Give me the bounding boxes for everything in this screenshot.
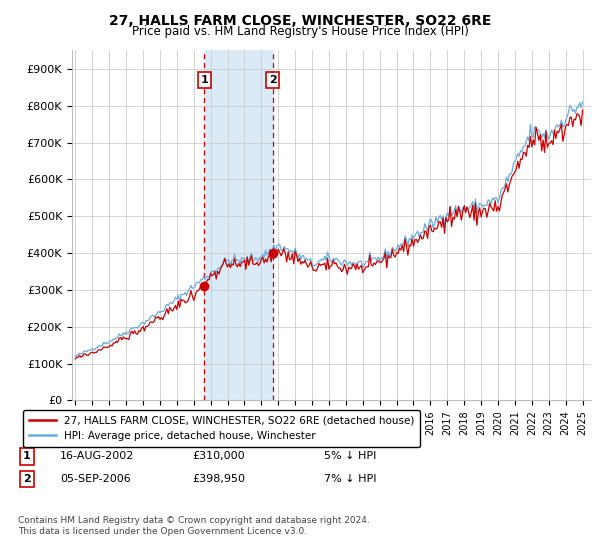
Text: 1: 1 (200, 75, 208, 85)
Text: 7% ↓ HPI: 7% ↓ HPI (324, 474, 377, 484)
Text: Contains HM Land Registry data © Crown copyright and database right 2024.
This d: Contains HM Land Registry data © Crown c… (18, 516, 370, 536)
Text: £398,950: £398,950 (192, 474, 245, 484)
Text: 27, HALLS FARM CLOSE, WINCHESTER, SO22 6RE: 27, HALLS FARM CLOSE, WINCHESTER, SO22 6… (109, 14, 491, 28)
Text: 1: 1 (23, 451, 31, 461)
Text: 2: 2 (23, 474, 31, 484)
Legend: 27, HALLS FARM CLOSE, WINCHESTER, SO22 6RE (detached house), HPI: Average price,: 27, HALLS FARM CLOSE, WINCHESTER, SO22 6… (23, 409, 421, 447)
Bar (204, 50, 273, 400)
Text: £310,000: £310,000 (192, 451, 245, 461)
Text: 5% ↓ HPI: 5% ↓ HPI (324, 451, 376, 461)
Text: 16-AUG-2002: 16-AUG-2002 (60, 451, 134, 461)
Text: Price paid vs. HM Land Registry's House Price Index (HPI): Price paid vs. HM Land Registry's House … (131, 25, 469, 38)
Text: 2: 2 (269, 75, 277, 85)
Text: 05-SEP-2006: 05-SEP-2006 (60, 474, 131, 484)
